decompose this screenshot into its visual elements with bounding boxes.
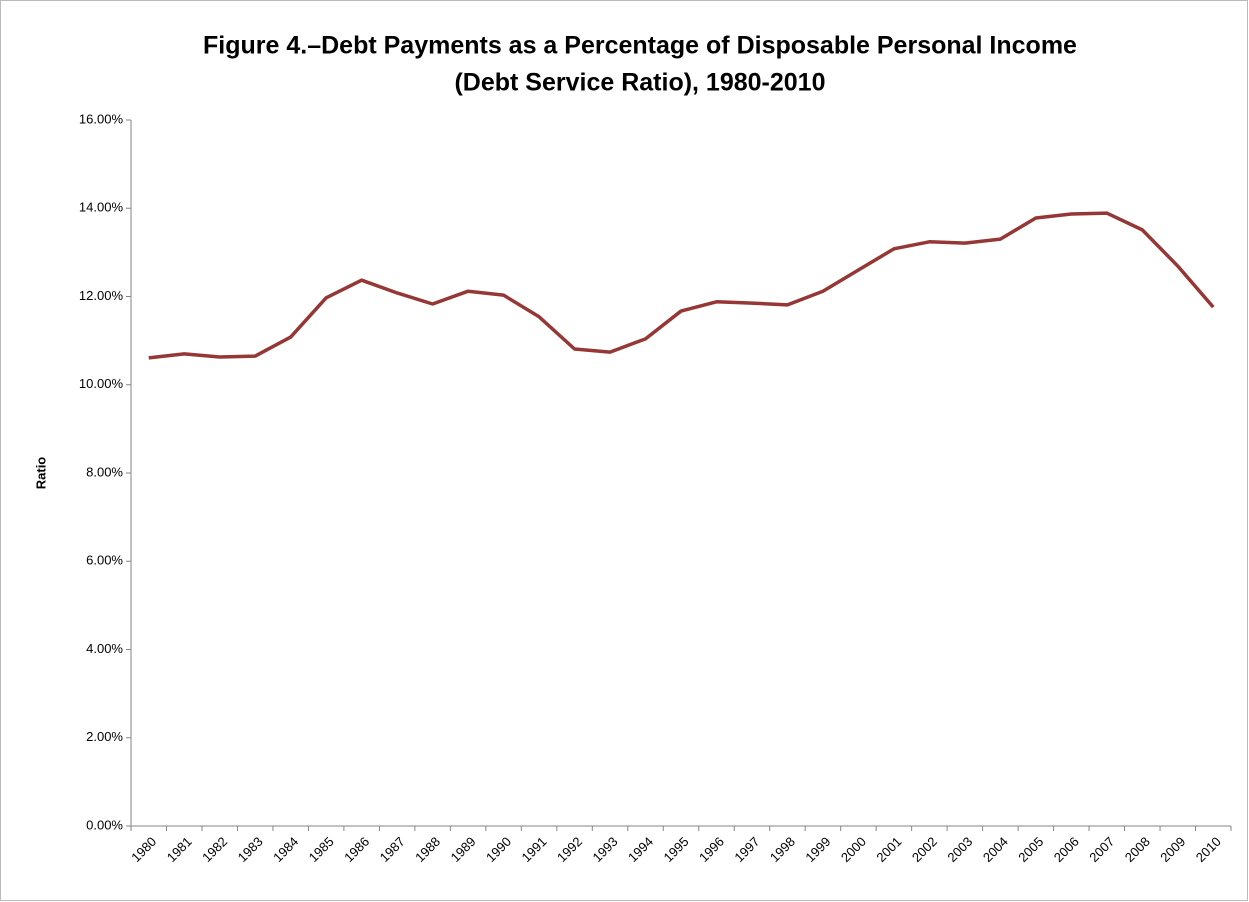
data-line <box>148 211 1215 360</box>
y-tick-label: 8.00% <box>86 464 123 479</box>
y-tick-label: 12.00% <box>79 288 124 303</box>
y-tick-label: 14.00% <box>79 200 124 215</box>
chart-title: Figure 4.–Debt Payments as a Percentage … <box>203 32 1077 60</box>
y-tick-label: 10.00% <box>79 376 124 391</box>
y-tick-label: 16.00% <box>79 111 124 126</box>
y-tick-label: 4.00% <box>86 641 123 656</box>
chart-title: (Debt Service Ratio), 1980-2010 <box>454 69 825 97</box>
y-tick-label: 0.00% <box>86 817 123 832</box>
y-tick-label: 6.00% <box>86 553 123 568</box>
y-axis-label: Ratio <box>33 457 48 490</box>
y-tick-label: 2.00% <box>86 729 123 744</box>
